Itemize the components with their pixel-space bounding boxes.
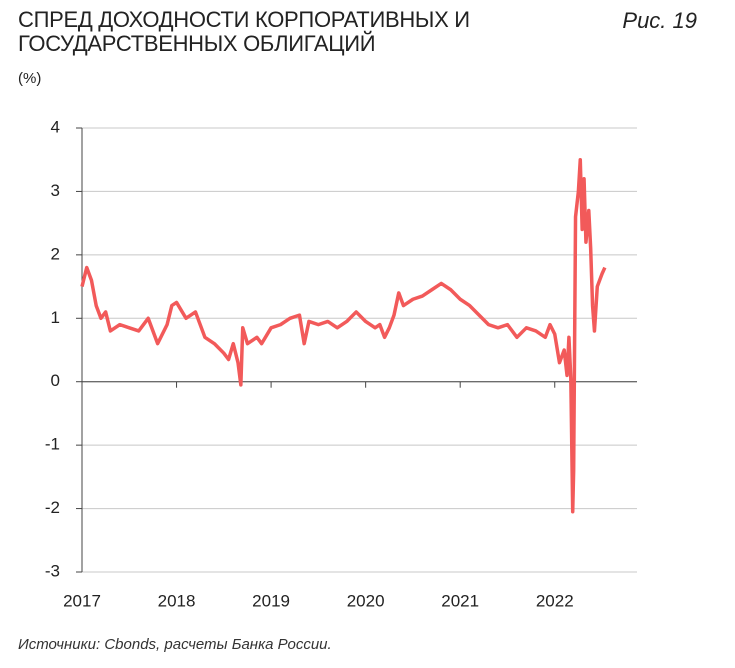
y-tick-label: -1 (45, 435, 60, 454)
y-tick-label: 1 (51, 308, 60, 327)
x-tick-label: 2020 (347, 591, 385, 610)
x-tick-label: 2021 (441, 591, 479, 610)
x-tick-label: 2018 (158, 591, 196, 610)
y-axis-label: (%) (18, 70, 42, 87)
y-tick-label: 2 (51, 244, 60, 263)
y-tick-label: 3 (51, 181, 60, 200)
y-tick-label: -2 (45, 498, 60, 517)
data-line (80, 157, 607, 514)
figure-label: Рис. 19 (622, 8, 697, 33)
x-tick-label: 2019 (252, 591, 290, 610)
x-tick-label: 2017 (63, 591, 101, 610)
source-note: Источники: Cbonds, расчеты Банка России. (18, 636, 332, 653)
y-tick-label: 0 (51, 371, 60, 390)
y-tick-label: 4 (51, 117, 60, 136)
y-tick-label: -3 (45, 561, 60, 580)
x-tick-label: 2022 (536, 591, 574, 610)
chart-title: СПРЕД ДОХОДНОСТИ КОРПОРАТИВНЫХ И ГОСУДАР… (18, 7, 470, 56)
